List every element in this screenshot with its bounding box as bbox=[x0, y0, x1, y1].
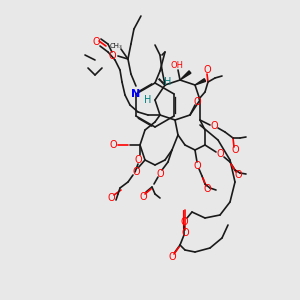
Text: O: O bbox=[181, 228, 189, 238]
Text: O: O bbox=[193, 97, 201, 107]
Text: O: O bbox=[92, 37, 100, 47]
Text: O: O bbox=[210, 121, 218, 131]
Text: O: O bbox=[132, 167, 140, 177]
Text: O: O bbox=[234, 170, 242, 180]
Text: O: O bbox=[203, 65, 211, 75]
Text: O: O bbox=[203, 184, 211, 194]
Text: H: H bbox=[144, 95, 152, 105]
Text: O: O bbox=[231, 145, 239, 155]
Text: CH₃: CH₃ bbox=[110, 43, 122, 49]
Text: O: O bbox=[216, 149, 224, 159]
Text: O: O bbox=[107, 193, 115, 203]
Text: O: O bbox=[156, 169, 164, 179]
Text: N: N bbox=[131, 89, 141, 99]
Polygon shape bbox=[180, 71, 191, 80]
Text: O: O bbox=[134, 155, 142, 165]
Text: O: O bbox=[139, 192, 147, 202]
Text: O: O bbox=[108, 51, 116, 61]
Text: OH: OH bbox=[170, 61, 184, 70]
Text: O: O bbox=[193, 161, 201, 171]
Text: O: O bbox=[168, 252, 176, 262]
Text: O: O bbox=[180, 217, 188, 227]
Text: H: H bbox=[164, 77, 172, 87]
Polygon shape bbox=[195, 79, 206, 85]
Text: O: O bbox=[109, 140, 117, 150]
